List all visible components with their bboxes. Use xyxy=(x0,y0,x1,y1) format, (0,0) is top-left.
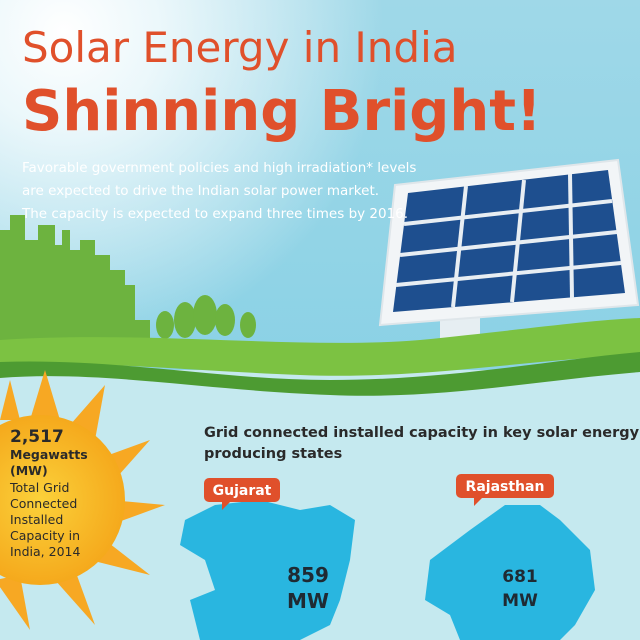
green-wave-dark xyxy=(0,352,640,396)
sun xyxy=(0,415,125,585)
rajasthan-badge xyxy=(456,474,554,498)
trees xyxy=(156,295,256,339)
intro-line: The capacity is expected to expand three… xyxy=(21,206,408,222)
state-unit: MW xyxy=(502,591,538,611)
stat-unit: Megawatts xyxy=(10,447,88,462)
intro: Favorable government policies and high i… xyxy=(21,160,416,222)
city-silhouette xyxy=(0,215,150,340)
title-line1: Solar Energy in India xyxy=(22,23,457,72)
intro-line: are expected to drive the Indian solar p… xyxy=(22,183,379,199)
stat-unit-abbr: (MW) xyxy=(10,463,48,478)
section-title: Grid connected installed capacity in key… xyxy=(204,425,640,441)
stat-line: Capacity in xyxy=(10,528,80,543)
rajasthan-map xyxy=(425,505,595,640)
section-title: producing states xyxy=(204,446,342,462)
badge-pointer xyxy=(222,500,232,510)
state-name: Rajasthan xyxy=(466,479,545,495)
state-value: 681 xyxy=(502,567,538,587)
gujarat-badge xyxy=(204,478,280,502)
stat-line: Installed xyxy=(10,512,63,527)
state-unit: MW xyxy=(287,589,329,613)
stat-line: Connected xyxy=(10,496,77,511)
stat-line: India, 2014 xyxy=(10,544,80,559)
badge-pointer xyxy=(474,496,484,506)
intro-line: Favorable government policies and high i… xyxy=(22,160,416,176)
solar-panel xyxy=(378,158,640,340)
stat-line: Total Grid xyxy=(9,480,69,495)
green-wave xyxy=(0,318,640,376)
state-name: Gujarat xyxy=(213,483,272,499)
gujarat-map xyxy=(180,500,355,640)
sun-stat: 2,517 Megawatts (MW) Total Grid Connecte… xyxy=(9,427,88,559)
state-value: 859 xyxy=(287,563,329,587)
title-line2: Shinning Bright! xyxy=(22,79,542,144)
stat-value: 2,517 xyxy=(10,427,64,447)
